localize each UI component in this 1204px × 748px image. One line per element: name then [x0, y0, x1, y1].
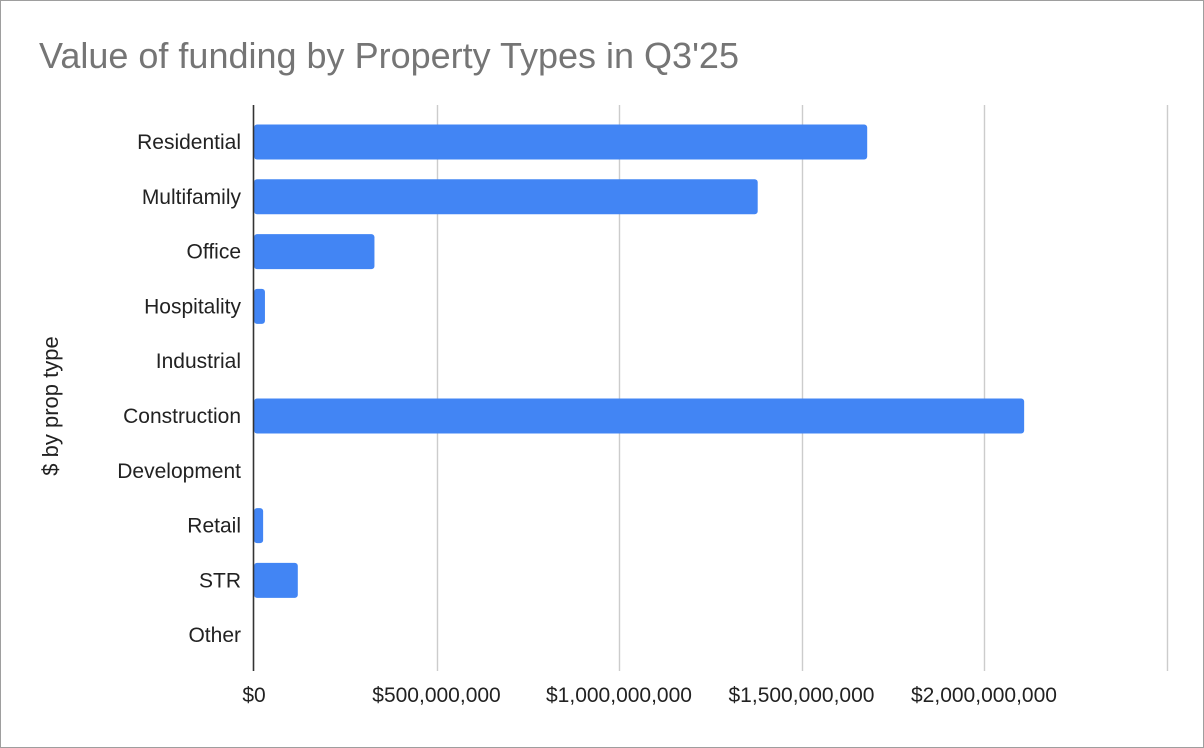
category-label-development: Development — [117, 460, 241, 483]
labels: Residential Multifamily Office Hospitality I… — [117, 131, 1057, 707]
bar-construction — [254, 398, 1025, 434]
bar-residential — [254, 124, 868, 160]
x-tick-label: $0 — [242, 684, 265, 707]
category-label-construction: Construction — [123, 405, 241, 428]
x-tick-label: $1,500,000,000 — [729, 684, 875, 707]
x-tick-label: $2,000,000,000 — [911, 684, 1057, 707]
bars — [254, 124, 1025, 598]
category-label-industrial: Industrial — [156, 350, 241, 373]
x-tick-label: $1,000,000,000 — [546, 684, 692, 707]
category-label-residential: Residential — [137, 131, 241, 154]
bar-hospitality — [254, 288, 265, 324]
category-label-hospitality: Hospitality — [144, 295, 241, 318]
chart-title: Value of funding by Property Types in Q3… — [39, 35, 739, 76]
x-tick-label: $500,000,000 — [372, 684, 500, 707]
category-label-str: STR — [199, 569, 241, 592]
bar-retail — [254, 508, 264, 544]
category-label-multifamily: Multifamily — [142, 186, 242, 209]
bar-multifamily — [254, 179, 758, 215]
category-label-other: Other — [188, 624, 241, 647]
bar-office — [254, 234, 375, 270]
bar-str — [254, 562, 298, 598]
category-label-office: Office — [187, 241, 241, 264]
category-label-retail: Retail — [187, 515, 241, 538]
